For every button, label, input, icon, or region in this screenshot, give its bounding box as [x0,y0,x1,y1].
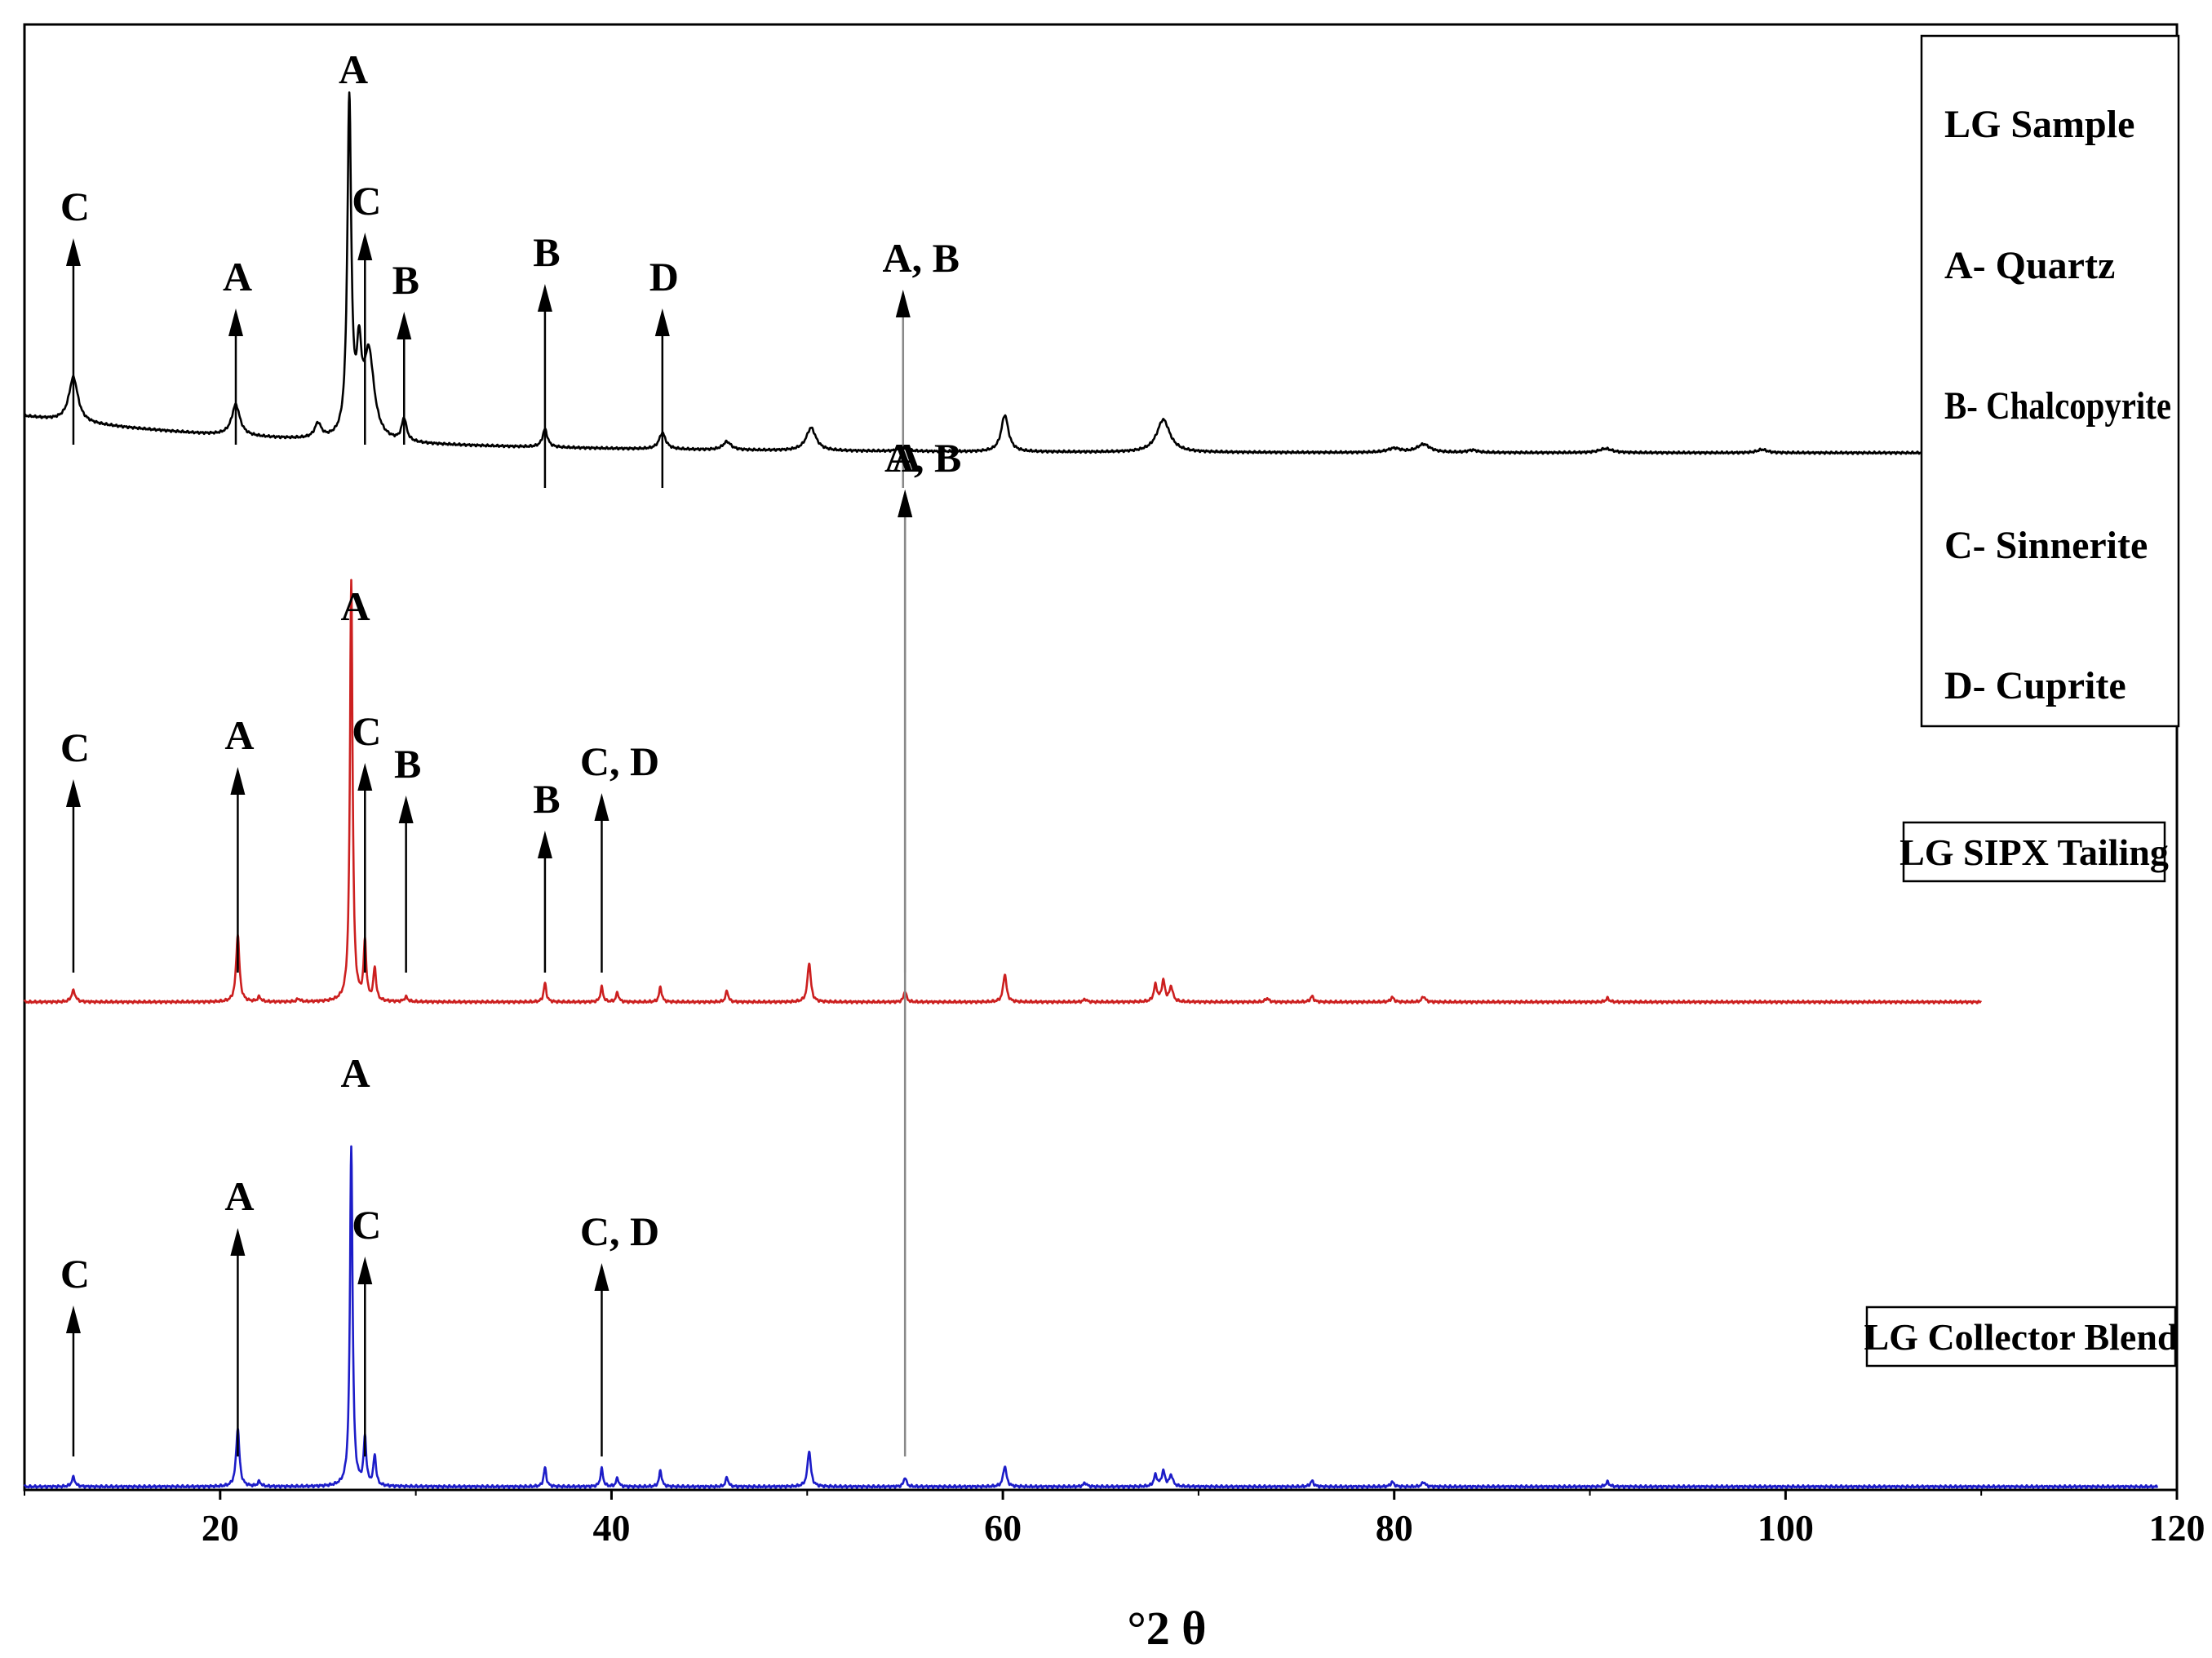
series-label-box [1902,821,2166,883]
annotation-label: A [224,712,254,758]
annotation-label: B [533,229,560,275]
x-axis: 20 40 60 80 100 120 °2 θ [24,1490,2205,1655]
annotation-label: C, D [580,1208,659,1254]
annotation-label: C [60,1251,90,1297]
annotation-arrow-head [594,1263,610,1291]
annotation-label: A [224,1173,254,1219]
series-line-1 [23,91,2159,455]
series-line-2 [23,579,1983,1004]
legend-entry: LG Sample [1944,103,2134,146]
plot-border [23,23,2179,1492]
legend-entry: C- Sinnerite [1944,524,2148,567]
x-tick-label: 100 [1758,1507,1814,1549]
annotation-arrow-head [537,831,552,858]
series-label-text: LG Collector Blend [1864,1316,2178,1358]
x-tick-label: 40 [592,1507,630,1549]
legend-box [1920,34,2180,728]
annotation-label: A [339,47,368,92]
x-tick-label: 80 [1376,1507,1413,1549]
annotation-label: C [352,178,381,224]
annotation-arrow-head [654,308,670,336]
annotation-arrow-head [230,767,246,795]
annotation-arrow-head [230,1228,246,1256]
annotation-label: C [60,725,90,770]
annotation-label: B [392,257,419,303]
plot-frame [23,23,2179,1492]
annotation-label: C [352,708,381,754]
annotation-label: B [533,776,560,822]
annotation-arrow-head [65,1306,81,1333]
x-tick-label: 20 [202,1507,239,1549]
annotation-arrow-head [65,238,81,266]
annotation-arrow-head [397,312,412,339]
x-tick-label: 60 [984,1507,1022,1549]
x-axis-title: °2 θ [1128,1602,1207,1655]
annotation-label: C, D [580,738,659,784]
series-line-3 [23,1145,2159,1489]
annotation-label: C [352,1202,381,1248]
annotation-arrow-head [357,233,373,260]
x-tick-label: 120 [2149,1507,2205,1549]
annotation-label: A [892,435,921,481]
annotation-arrow-head [357,763,373,791]
annotation-label: A [223,254,252,299]
annotation-label: A, B [884,435,961,481]
legend: LG Sample A- Quartz B- Chalcopyrite C- Sinn… [1920,34,2180,728]
annotation-arrow-head [537,284,552,312]
annotation-arrow-head [898,490,913,517]
series-labels: LG SIPX Tailing LG Collector Blend [1864,821,2179,1368]
legend-entry: A- Quartz [1944,244,2115,287]
annotation-label: A [340,583,370,629]
annotation-label: B [394,741,421,787]
annotation-arrow-head [594,793,610,821]
annotation-label: A [340,1050,370,1096]
annotation-arrow-head [65,779,81,807]
annotation-arrow-head [398,796,414,823]
series-layer [23,91,2159,1489]
annotation-arrow-head [357,1257,373,1284]
series-label-text: LG SIPX Tailing [1899,831,2169,873]
legend-entry: D- Cuprite [1944,664,2126,707]
series-label-box [1865,1306,2177,1368]
annotation-arrow-head [895,290,911,317]
annotation-label: C [60,184,90,229]
legend-entry: B- Chalcopyrite [1944,384,2171,428]
annotation-label: D [649,254,679,299]
annotation-label: A, B [883,235,960,281]
annotation-arrow-head [228,308,244,336]
